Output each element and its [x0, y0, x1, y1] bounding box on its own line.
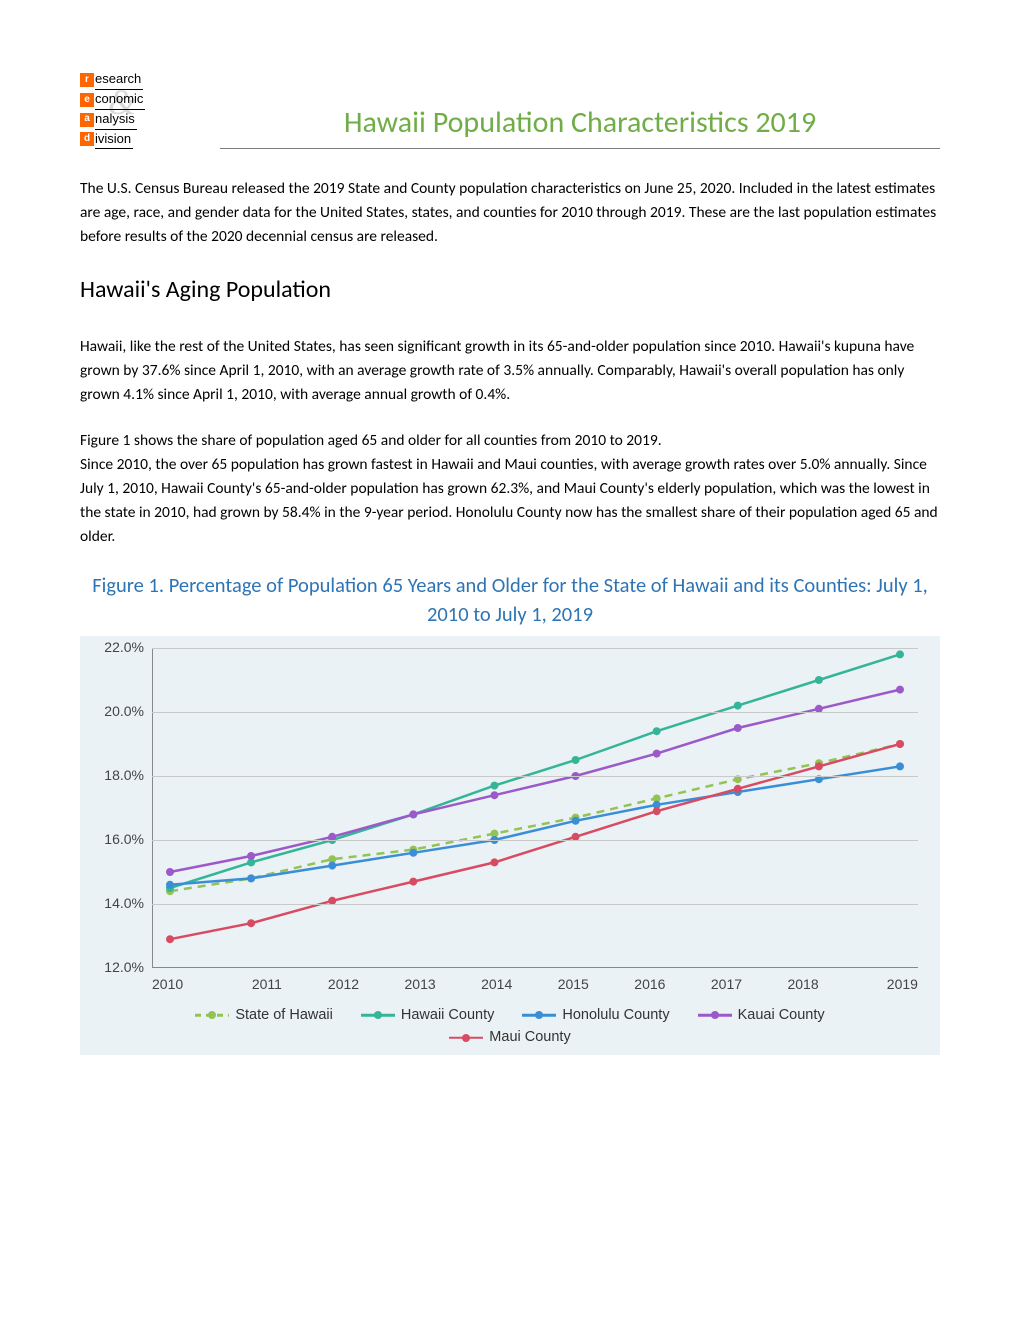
- series-marker: [896, 686, 904, 694]
- series-marker: [490, 791, 498, 799]
- legend-label: Honolulu County: [562, 1004, 669, 1026]
- series-marker: [490, 859, 498, 867]
- legend-swatch: [698, 1008, 732, 1022]
- x-axis-label: 2018: [765, 974, 842, 996]
- x-axis-label: 2013: [382, 974, 459, 996]
- series-marker: [409, 811, 417, 819]
- y-axis-label: 12.0%: [104, 957, 144, 979]
- paragraph-2: Figure 1 shows the share of population a…: [80, 429, 940, 549]
- legend-label: Maui County: [489, 1026, 570, 1048]
- y-axis-label: 14.0%: [104, 893, 144, 915]
- series-marker: [409, 878, 417, 886]
- x-axis-label: 2016: [612, 974, 689, 996]
- series-marker: [572, 756, 580, 764]
- intro-paragraph: The U.S. Census Bureau released the 2019…: [80, 177, 940, 249]
- series-marker: [247, 919, 255, 927]
- series-marker: [166, 935, 174, 943]
- series-line: [170, 690, 900, 872]
- x-axis-labels: 2010201120122013201420152016201720182019: [152, 974, 918, 996]
- y-axis-label: 18.0%: [104, 765, 144, 787]
- series-marker: [896, 763, 904, 771]
- header: & research economic analysis division Ha…: [80, 70, 940, 149]
- logo-word-economic: conomic: [95, 90, 145, 110]
- logo-letter-e: e: [80, 93, 94, 107]
- legend-label: Kauai County: [738, 1004, 825, 1026]
- x-axis-label: 2015: [535, 974, 612, 996]
- x-axis-label: 2019: [841, 974, 918, 996]
- series-marker: [896, 740, 904, 748]
- series-marker: [815, 763, 823, 771]
- logo-letter-a: a: [80, 113, 94, 127]
- grid-line: [152, 648, 918, 649]
- logo-letter-r: r: [80, 73, 94, 87]
- series-marker: [653, 727, 661, 735]
- legend-item: State of Hawaii: [195, 1004, 333, 1026]
- series-line: [170, 744, 900, 891]
- grid-line: [152, 712, 918, 713]
- series-marker: [166, 868, 174, 876]
- series-marker: [734, 785, 742, 793]
- series-marker: [328, 862, 336, 870]
- plot-area: 12.0%14.0%16.0%18.0%20.0%22.0%: [152, 648, 918, 968]
- legend-item: Maui County: [449, 1026, 570, 1048]
- x-axis-label: 2017: [688, 974, 765, 996]
- legend-item: Kauai County: [698, 1004, 825, 1026]
- legend-item: Honolulu County: [522, 1004, 669, 1026]
- page-title: Hawaii Population Characteristics 2019: [220, 100, 940, 147]
- grid-line: [152, 904, 918, 905]
- series-marker: [166, 881, 174, 889]
- chart-legend: State of Hawaii Hawaii County Honolulu Cou…: [88, 1004, 932, 1049]
- grid-line: [152, 840, 918, 841]
- y-axis-label: 16.0%: [104, 829, 144, 851]
- series-marker: [409, 849, 417, 857]
- series-marker: [490, 782, 498, 790]
- series-marker: [653, 807, 661, 815]
- x-axis-label: 2012: [305, 974, 382, 996]
- series-marker: [734, 724, 742, 732]
- grid-line: [152, 776, 918, 777]
- section-heading: Hawaii's Aging Population: [80, 271, 940, 308]
- series-marker: [815, 676, 823, 684]
- logo-letter-d: d: [80, 132, 94, 146]
- series-marker: [734, 702, 742, 710]
- legend-label: State of Hawaii: [235, 1004, 333, 1026]
- y-axis-label: 22.0%: [104, 637, 144, 659]
- legend-item: Hawaii County: [361, 1004, 495, 1026]
- y-axis-label: 20.0%: [104, 701, 144, 723]
- chart-container: 12.0%14.0%16.0%18.0%20.0%22.0% 201020112…: [80, 636, 940, 1055]
- logo-word-research: esearch: [95, 70, 143, 90]
- figure-title: Figure 1. Percentage of Population 65 Ye…: [80, 571, 940, 630]
- series-marker: [896, 651, 904, 659]
- legend-swatch: [195, 1008, 229, 1022]
- series-marker: [247, 875, 255, 883]
- paragraph-1: Hawaii, like the rest of the United Stat…: [80, 335, 940, 407]
- series-marker: [247, 852, 255, 860]
- title-wrap: Hawaii Population Characteristics 2019: [220, 100, 940, 150]
- series-marker: [653, 750, 661, 758]
- logo-word-division: ivision: [95, 130, 133, 150]
- logo-word-analysis: nalysis: [95, 110, 137, 130]
- x-axis-label: 2014: [458, 974, 535, 996]
- chart-lines: [152, 648, 918, 968]
- x-axis-label: 2010: [152, 974, 229, 996]
- legend-swatch: [449, 1031, 483, 1045]
- legend-label: Hawaii County: [401, 1004, 495, 1026]
- series-marker: [572, 817, 580, 825]
- legend-swatch: [522, 1008, 556, 1022]
- series-line: [170, 655, 900, 889]
- agency-logo: & research economic analysis division: [80, 70, 190, 149]
- legend-swatch: [361, 1008, 395, 1022]
- x-axis-label: 2011: [229, 974, 306, 996]
